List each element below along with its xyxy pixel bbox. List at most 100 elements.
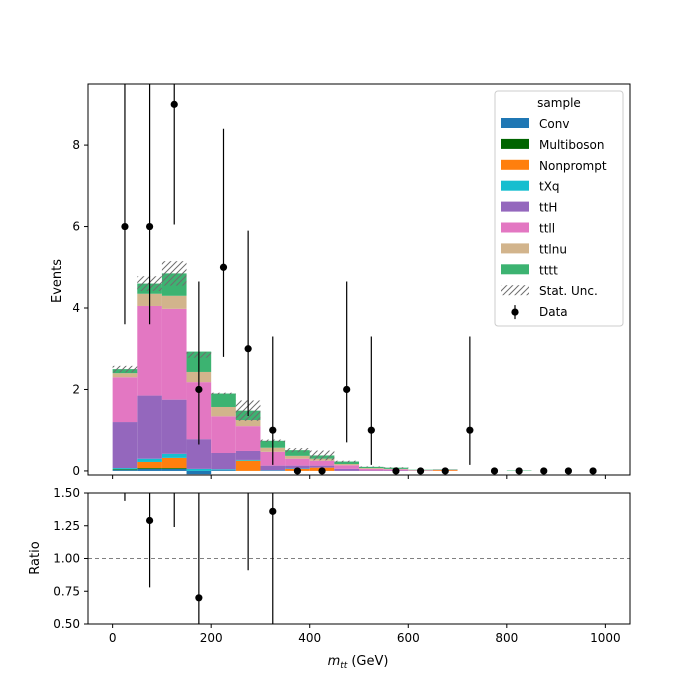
stat-unc-bin-2	[161, 261, 187, 286]
x-axis-label-base: m	[328, 654, 341, 669]
bar-ttll-bin-10	[359, 468, 384, 471]
stat-unc-bin-7	[285, 448, 310, 453]
data-point-7	[293, 467, 302, 475]
data-point-19	[589, 467, 597, 475]
bar-conv-bin-0	[112, 470, 138, 471]
ratio-ytick-label-0.50: 0.50	[53, 617, 80, 631]
bar-ttll-bin-4	[211, 416, 236, 454]
bar-multiboson-bin-0	[112, 469, 138, 471]
bar-ttll-bin-5	[235, 426, 261, 451]
ratio-ytick-label-1.50: 1.50	[53, 486, 80, 500]
bar-ttlnu-bin-9	[334, 464, 359, 466]
bar-tttt-bin-4	[211, 393, 236, 407]
data-point-4	[219, 263, 228, 271]
series-ttll	[112, 305, 458, 471]
main-frame	[87, 83, 631, 476]
data-point-11	[392, 467, 400, 475]
stat-unc-bin-4	[211, 392, 236, 395]
data-point-5	[244, 345, 252, 353]
bar-ttlnu-bin-7	[285, 455, 310, 459]
main-ytick-label-0: 0	[72, 464, 80, 478]
data-point-9	[343, 385, 351, 394]
data-point-13	[441, 467, 449, 475]
ratio-xtick-label-200: 200	[200, 631, 223, 645]
x-axis-label: mtt (GeV)	[328, 654, 389, 671]
bar-tth-bin-5	[235, 450, 261, 460]
bar-nonprompt-bin-5	[235, 460, 261, 471]
data-point-1	[145, 222, 154, 231]
bar-ttlnu-bin-5	[235, 420, 261, 427]
series-conv	[112, 468, 236, 475]
main-panel: 0 2 4 6 8	[72, 83, 631, 479]
bar-ttlnu-bin-0	[112, 373, 138, 378]
ratio-panel: 0.50 0.75 1.00 1.25 1.50 0 200 400 600 800 1000	[53, 486, 631, 645]
bar-conv-bin-3	[186, 470, 212, 475]
bar-tth-bin-9	[334, 468, 359, 471]
ratio-point-3	[195, 594, 203, 602]
ratio-point-1	[145, 516, 154, 525]
bar-txq-bin-5	[235, 459, 261, 461]
bar-tth-bin-1	[137, 395, 162, 459]
legend-swatch-nonprompt	[501, 159, 529, 170]
ratio-xtick-label-600: 600	[397, 631, 420, 645]
main-ytick-label-2: 2	[72, 382, 80, 396]
bar-txq-bin-4	[211, 469, 236, 471]
bar-ttll-bin-8	[309, 460, 335, 466]
x-axis-label-sub: tt	[340, 661, 348, 671]
series-multiboson	[112, 468, 187, 471]
data-point-8	[318, 467, 326, 475]
ratio-frame	[87, 492, 631, 625]
data-point-16	[515, 467, 523, 475]
legend-label-data: Data	[539, 305, 568, 319]
bar-multiboson-bin-2	[161, 468, 187, 469]
bar-nonprompt-bin-2	[161, 457, 187, 469]
ratio-xtick-label-1000: 1000	[590, 631, 621, 645]
ratio-xtick-label-800: 800	[495, 631, 518, 645]
legend-label-multiboson: Multiboson	[539, 138, 605, 152]
legend: sample Conv Multiboson Nonprompt tXq ttH ttll t…	[494, 90, 624, 327]
bar-nonprompt-bin-1	[137, 461, 162, 469]
data-point-17	[540, 467, 548, 475]
bar-multiboson-bin-1	[137, 468, 162, 469]
bar-conv-bin-4	[211, 470, 236, 471]
data-point-6	[269, 426, 277, 434]
legend-swatch-multiboson	[501, 138, 529, 149]
legend-label-conv: Conv	[539, 117, 569, 131]
legend-swatch-tttt	[501, 264, 529, 275]
legend-label-ttll: ttll	[539, 222, 555, 236]
bar-tttt-bin-7	[285, 450, 310, 456]
legend-swatch-conv	[501, 118, 529, 128]
ratio-ytick-label-1.25: 1.25	[53, 519, 80, 533]
data-point-10	[367, 426, 375, 434]
bar-ttll-bin-0	[112, 377, 138, 423]
bar-conv-bin-2	[161, 468, 187, 471]
bar-txq-bin-2	[161, 453, 187, 458]
stat-unc-bin-8	[309, 450, 335, 461]
main-ytick-label-4: 4	[72, 301, 80, 315]
ratio-ylabel: Ratio	[28, 541, 43, 574]
main-ytick-label-6: 6	[72, 220, 80, 234]
bar-txq-bin-3	[186, 468, 212, 471]
legend-data-marker	[511, 308, 519, 316]
ratio-point-6	[269, 507, 277, 515]
bar-txq-bin-1	[137, 458, 162, 462]
bar-tth-bin-4	[211, 453, 236, 470]
legend-label-stat-unc: Stat. Unc.	[539, 284, 598, 298]
x-axis-label-unit: (GeV)	[351, 654, 388, 669]
legend-swatch-ttll	[501, 222, 529, 233]
bar-tth-bin-8	[309, 465, 335, 468]
ratio-xtick-label-0: 0	[109, 631, 117, 645]
legend-label-ttlnu: ttlnu	[539, 242, 567, 256]
legend-label-nonprompt: Nonprompt	[539, 159, 607, 173]
data-point-18	[564, 467, 573, 475]
stat-unc-bin-9	[334, 460, 359, 463]
data-point-15	[490, 467, 499, 475]
legend-label-txq: tXq	[539, 180, 560, 194]
bar-tttt-bin-9	[334, 461, 359, 465]
legend-label-tttt: tttt	[539, 263, 558, 277]
data-point-2	[170, 100, 178, 108]
main-plot-area	[112, 84, 597, 475]
bar-ttlnu-bin-4	[211, 406, 236, 417]
bar-tth-bin-7	[285, 465, 310, 469]
